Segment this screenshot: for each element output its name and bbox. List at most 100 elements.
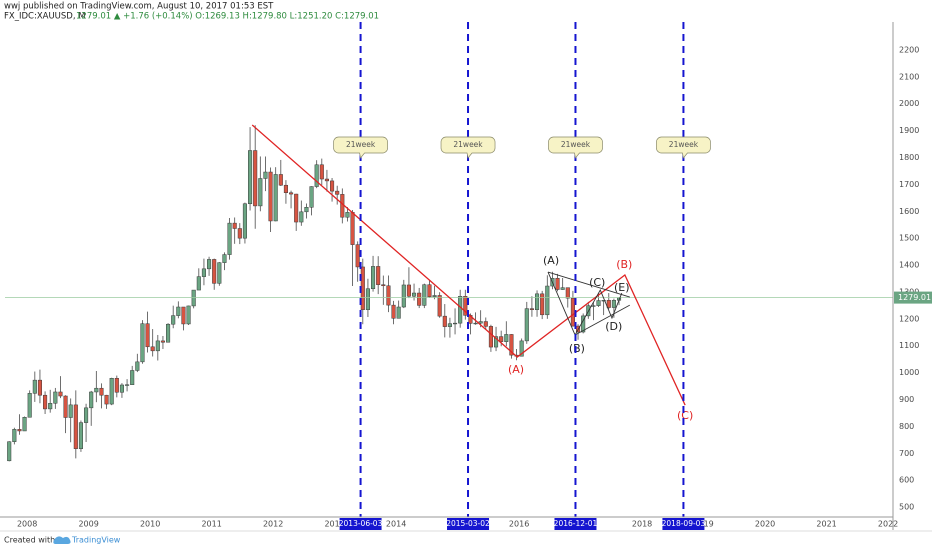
- candle-body: [217, 262, 222, 284]
- y-tick-label: 800: [899, 422, 914, 431]
- candle-body: [330, 180, 335, 192]
- candle-body: [140, 323, 145, 363]
- candle-body: [207, 259, 212, 270]
- y-tick-label: 900: [899, 395, 914, 404]
- candle-body: [32, 379, 37, 394]
- candle-body: [494, 336, 499, 348]
- y-tick-label: 1600: [899, 207, 919, 216]
- note-callout: [656, 136, 711, 159]
- wave-label: (A): [508, 363, 524, 376]
- candle-body: [401, 284, 406, 308]
- candle-body: [555, 277, 560, 290]
- candle-body: [150, 346, 155, 352]
- note-text: 21week: [561, 140, 591, 149]
- y-tick-label: 1200: [899, 314, 919, 323]
- candle-body: [27, 393, 32, 418]
- candle-body: [253, 150, 258, 207]
- candle-body: [324, 178, 329, 182]
- candle-body: [412, 292, 417, 297]
- y-tick-label: 1700: [899, 180, 919, 189]
- y-tick-label: 1500: [899, 234, 919, 243]
- candle-body: [242, 203, 247, 239]
- candle-body: [478, 321, 483, 324]
- note-callout: [548, 136, 603, 159]
- candle-body: [299, 211, 304, 223]
- candle-body: [63, 395, 68, 418]
- x-tick-label: 2016: [509, 520, 529, 529]
- y-tick-label: 2100: [899, 72, 919, 81]
- byline: wwj published on TradingView.com, August…: [4, 2, 274, 12]
- candle-body: [186, 305, 191, 325]
- candle-body: [381, 284, 386, 287]
- candle-body: [248, 150, 253, 205]
- note-text: 21week: [669, 140, 699, 149]
- candle-body: [591, 305, 596, 307]
- candle-body: [519, 340, 524, 357]
- x-tick-label: 2018: [632, 520, 652, 529]
- candle-body: [529, 308, 534, 310]
- candle-body: [570, 297, 575, 327]
- candle-body: [422, 284, 427, 306]
- y-tick-label: 1800: [899, 153, 919, 162]
- candle-body: [417, 292, 422, 306]
- candle-body: [365, 288, 370, 310]
- candle-body: [488, 326, 493, 348]
- candle-body: [509, 334, 514, 356]
- y-tick-label: 1100: [899, 341, 919, 350]
- marker-date-label: 2018-09-03: [662, 519, 706, 528]
- candle-body: [232, 222, 237, 229]
- note-callout: [440, 136, 496, 159]
- candle-body: [130, 370, 135, 385]
- marker-date-box: [339, 518, 382, 530]
- x-tick-label: 2020: [755, 520, 775, 529]
- symbol: FX_IDC:XAUUSD, M: [4, 12, 86, 22]
- y-tick-label: 700: [899, 449, 914, 458]
- wave-line: [547, 271, 623, 336]
- candle-body: [258, 178, 263, 207]
- y-tick-label: 500: [899, 503, 914, 512]
- candle-body: [89, 391, 94, 409]
- candle-body: [166, 323, 171, 343]
- candle-body: [145, 323, 150, 348]
- candle-body: [237, 228, 242, 239]
- candle-body: [268, 171, 273, 222]
- marker-date-box: [662, 518, 705, 530]
- candle-body: [37, 379, 42, 396]
- candle-body: [371, 266, 376, 289]
- candle-body: [160, 340, 165, 343]
- wave-label: (A): [543, 254, 559, 267]
- footer-brand: TradingView: [71, 536, 121, 545]
- x-tick-label: 2010: [140, 520, 160, 529]
- candle-body: [99, 387, 104, 396]
- candle-body: [437, 295, 442, 317]
- candle-body: [176, 306, 181, 316]
- note-callout: [333, 136, 388, 159]
- marker-date-box: [447, 518, 490, 530]
- candle-body: [386, 285, 391, 306]
- candle-body: [68, 404, 73, 418]
- candle-body: [391, 304, 396, 319]
- candle-body: [12, 429, 17, 442]
- candle-body: [7, 441, 12, 462]
- wave-line: [251, 124, 686, 406]
- x-tick-label: 2011: [201, 520, 221, 529]
- candle-body: [43, 394, 48, 410]
- candle-body: [524, 308, 529, 342]
- candle-body: [447, 323, 452, 327]
- candle-body: [227, 222, 232, 255]
- wave-label: (C): [589, 276, 605, 289]
- footer-created: Created with: [4, 536, 55, 545]
- x-tick-label: 2012: [263, 520, 283, 529]
- candle-body: [289, 192, 294, 195]
- candle-body: [94, 387, 99, 393]
- candle-body: [273, 174, 278, 222]
- candle-body: [560, 287, 565, 290]
- header-band: [0, 0, 932, 22]
- marker-date-label: 2015-03-02: [446, 519, 490, 528]
- candle-body: [319, 164, 324, 180]
- brand-logo: [53, 536, 71, 544]
- candle-body: [606, 300, 611, 308]
- candle-body: [263, 171, 268, 179]
- y-tick-label: 1900: [899, 126, 919, 135]
